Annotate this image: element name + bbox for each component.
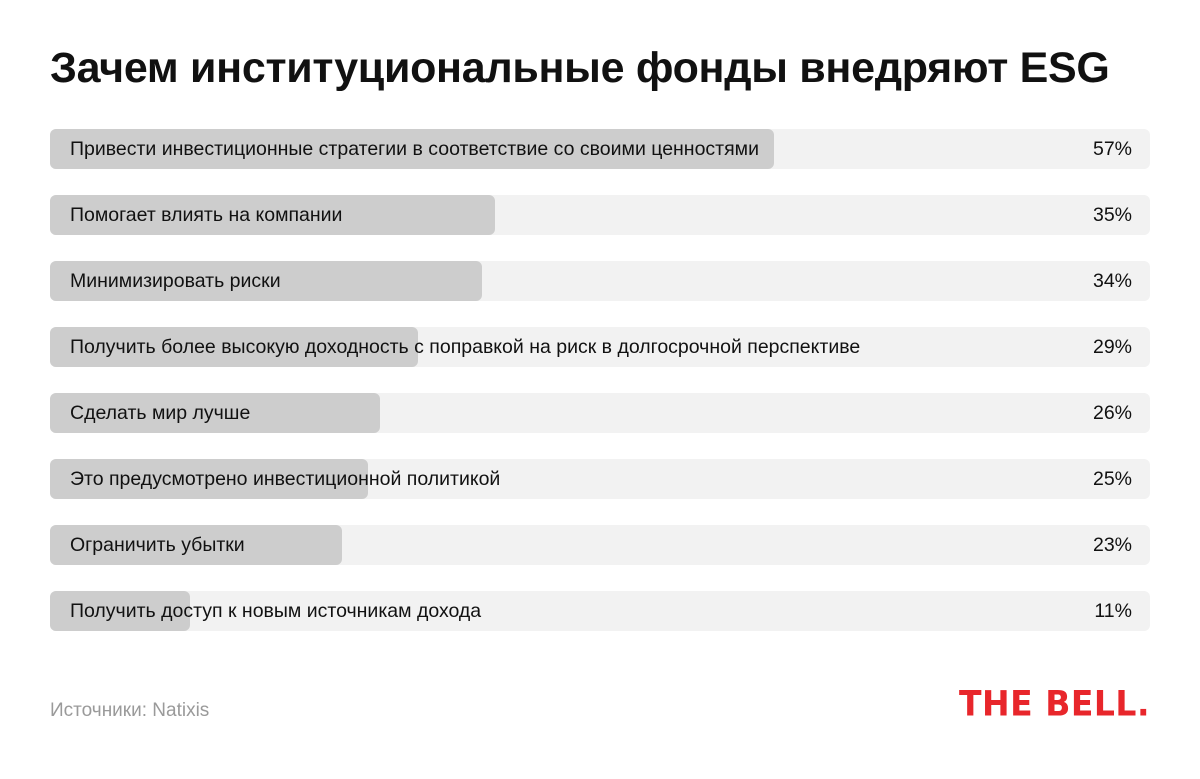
bar-value: 23% [1092, 534, 1132, 556]
bar-row: Это предусмотрено инвестиционной политик… [50, 459, 1150, 499]
bar-value: 11% [1094, 600, 1132, 622]
chart-title: Зачем институциональные фонды внедряют E… [50, 44, 1110, 92]
bar-fill [50, 261, 482, 301]
bar-fill [50, 129, 775, 169]
source-note: Источники: Natixis [50, 700, 210, 721]
bar-label: Это предусмотрено инвестиционной политик… [70, 468, 501, 490]
bar-row: Сделать мир лучше 26% [50, 393, 1150, 433]
bar-fill [50, 459, 368, 499]
bar-row: Ограничить убытки 23% [50, 525, 1150, 565]
bar-fill [50, 393, 381, 433]
bar-row: Привести инвестиционные стратегии в соот… [50, 129, 1150, 169]
bar-row: Получить более высокую доходность с попр… [50, 327, 1150, 367]
bar-value: 25% [1092, 468, 1132, 490]
bar-value: 57% [1092, 138, 1132, 160]
brand-logo: THE BELL. [959, 683, 1150, 724]
bar-row: Получить доступ к новым источникам доход… [50, 591, 1150, 631]
bar-row: Помогает влиять на компании 35% [50, 195, 1150, 235]
bar-value: 35% [1092, 204, 1132, 226]
bar-label: Помогает влиять на компании [70, 204, 343, 226]
bar-label: Минимизировать риски [70, 270, 281, 292]
bar-fill [50, 327, 419, 367]
bar-fill [50, 195, 495, 235]
bar-fill [50, 591, 190, 631]
bar-value: 34% [1092, 270, 1132, 292]
bar-label: Получить доступ к новым источникам доход… [70, 600, 482, 622]
bar-label: Ограничить убытки [70, 534, 245, 556]
bar-value: 29% [1092, 336, 1132, 358]
bar-label: Привести инвестиционные стратегии в соот… [70, 138, 759, 160]
bar-value: 26% [1092, 402, 1132, 424]
bar-fill [50, 525, 343, 565]
bar-row: Минимизировать риски 34% [50, 261, 1150, 301]
bar-label: Получить более высокую доходность с попр… [70, 336, 861, 358]
bar-label: Сделать мир лучше [70, 402, 251, 424]
bar-chart: Привести инвестиционные стратегии в соот… [50, 129, 1150, 657]
